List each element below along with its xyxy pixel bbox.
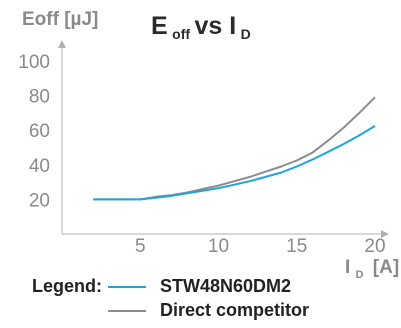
- x-tick-label: 15: [286, 236, 307, 257]
- chart-title: E off vs I D: [151, 12, 251, 43]
- title-vs: vs I: [194, 12, 236, 40]
- y-ticks: 20 40 60 80 100: [18, 52, 50, 211]
- y-tick-label: 60: [29, 121, 50, 142]
- x-axis-label-unit: [A]: [373, 257, 399, 278]
- y-axis-label: Eoff [µJ]: [22, 9, 98, 30]
- title-main-sub: off: [172, 26, 190, 42]
- x-tick-label: 20: [364, 236, 385, 257]
- title-vs-sub: D: [241, 26, 251, 42]
- title-main: E: [151, 12, 168, 40]
- legend-label-2: Direct competitor: [160, 300, 310, 320]
- legend-item-1: STW48N60DM2: [108, 276, 291, 297]
- x-ticks: 5 10 15 20: [135, 236, 386, 257]
- x-axis-label-sub: D: [356, 269, 364, 281]
- y-tick-label: 80: [29, 87, 50, 108]
- y-tick-label: 40: [29, 156, 50, 177]
- x-axis-label-main: I: [345, 257, 350, 278]
- y-tick-label: 100: [18, 52, 50, 73]
- x-axis-label: I D [A]: [345, 257, 399, 283]
- series-lines: [93, 96, 376, 201]
- x-tick-label: 10: [208, 236, 229, 257]
- x-axis-arrow: [381, 230, 389, 238]
- x-tick-label: 5: [135, 236, 146, 257]
- legend-swatch-2: [108, 309, 146, 312]
- axes: [58, 40, 389, 238]
- legend-heading: Legend:: [32, 276, 102, 296]
- legend-label-1: STW48N60DM2: [160, 276, 292, 296]
- y-axis-arrow: [58, 40, 66, 48]
- y-tick-label: 20: [29, 190, 50, 211]
- legend-item-2: Direct competitor: [108, 300, 309, 321]
- series-line-1: [93, 125, 376, 201]
- legend-swatch-1: [108, 285, 146, 288]
